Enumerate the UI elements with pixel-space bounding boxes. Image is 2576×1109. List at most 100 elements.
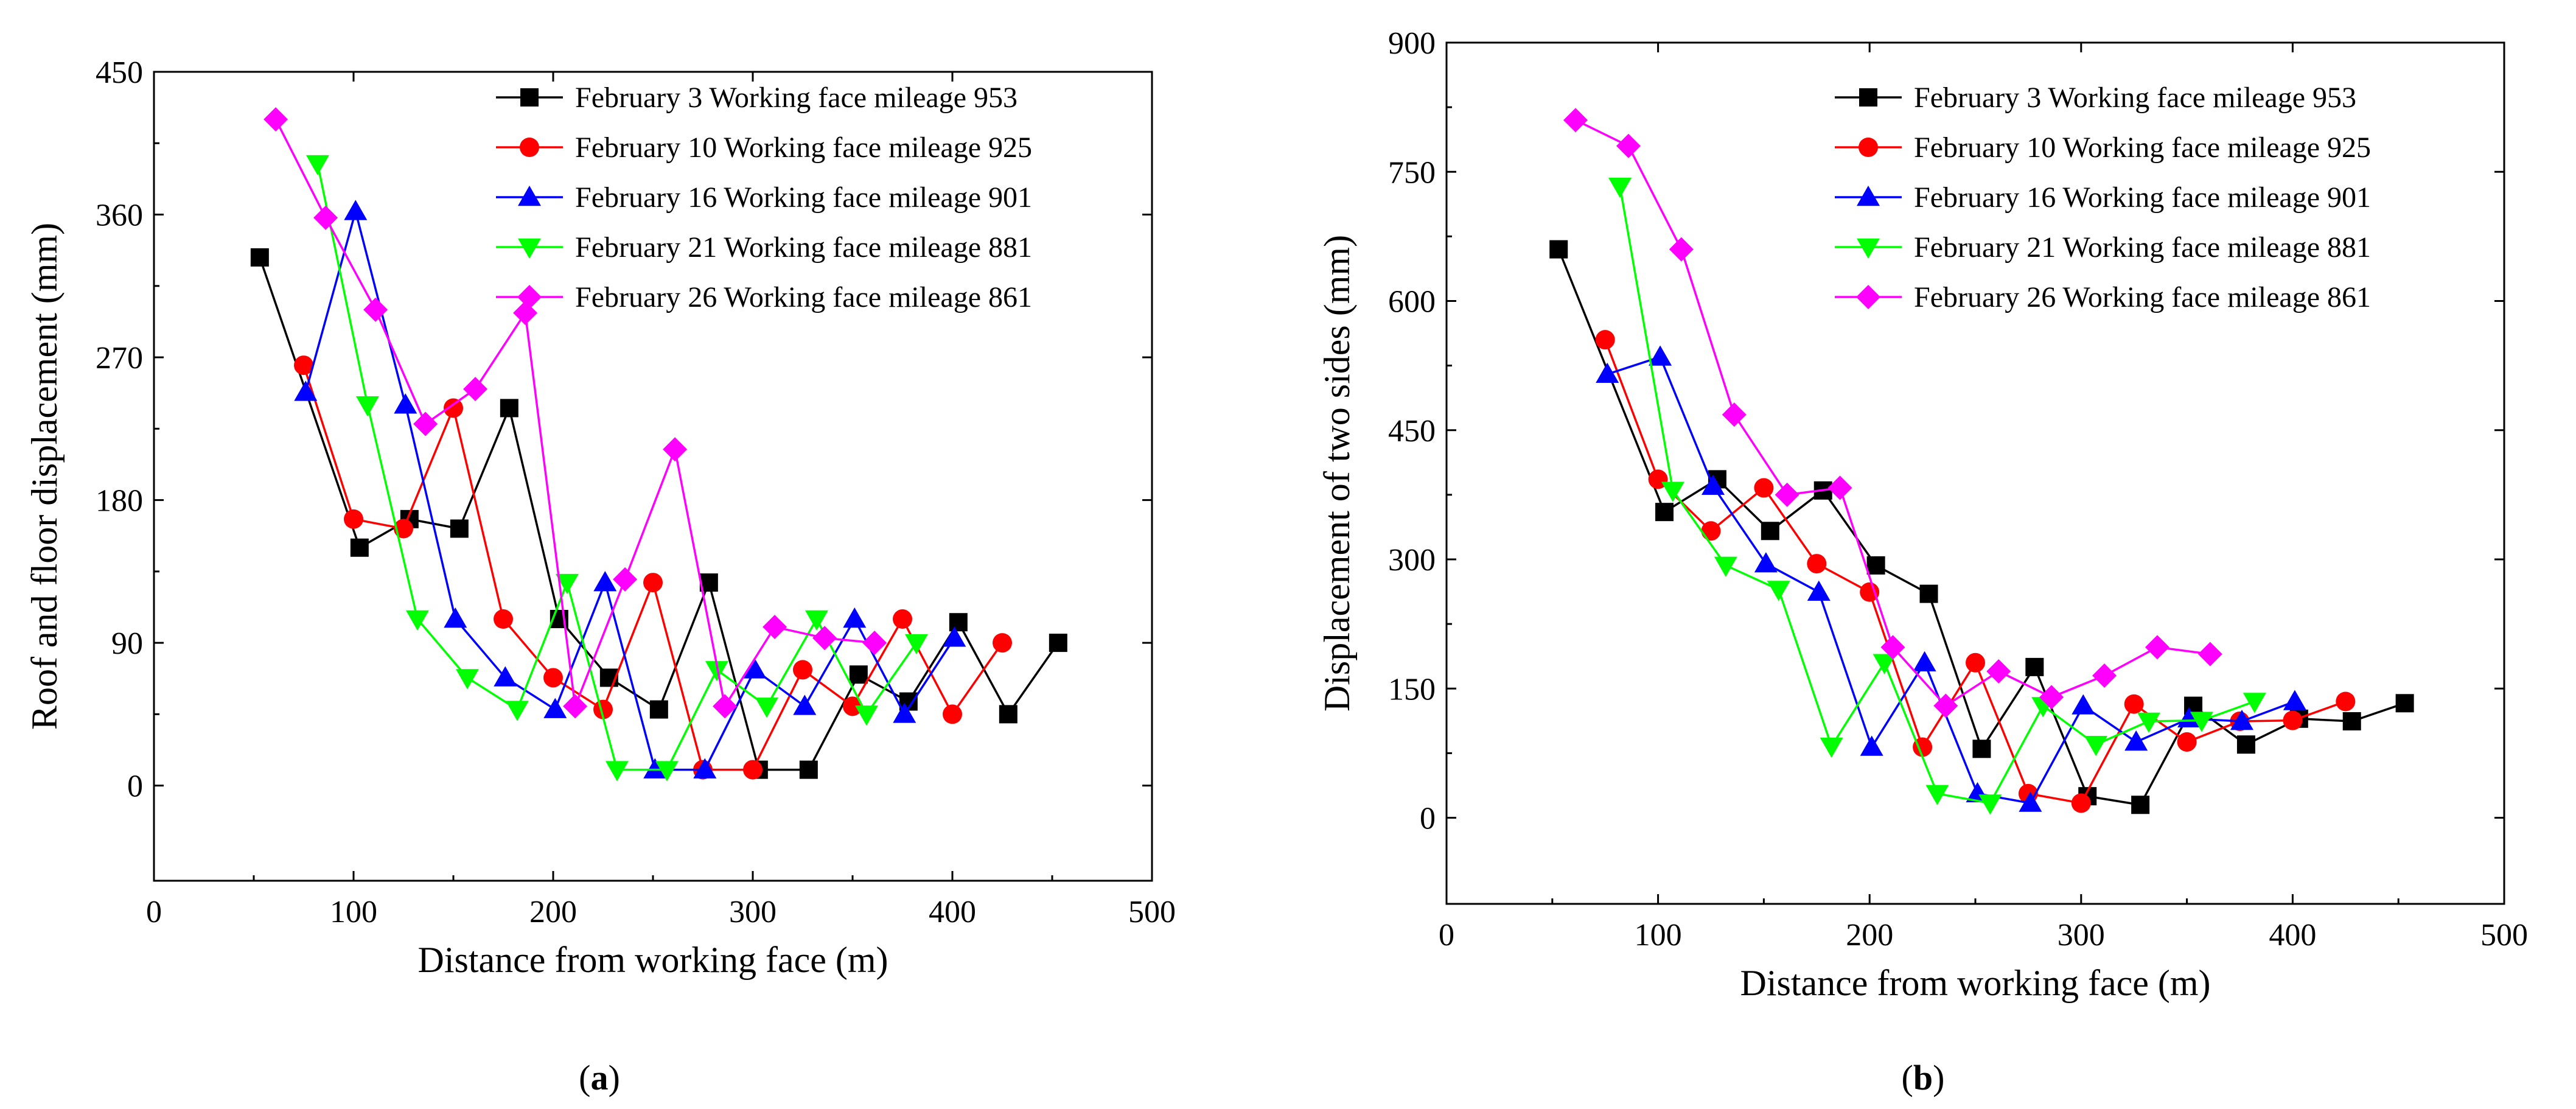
legend-marker <box>1857 186 1880 206</box>
x-tick-label: 200 <box>1846 918 1893 953</box>
data-point <box>2145 635 2169 660</box>
data-point <box>1722 402 1747 427</box>
data-point <box>1775 482 1799 507</box>
data-point <box>1966 652 1985 673</box>
series-5 <box>1563 108 2222 718</box>
data-point <box>2230 710 2253 730</box>
data-point <box>854 705 878 726</box>
y-tick-label: 750 <box>1388 155 1436 190</box>
data-point <box>2131 796 2150 814</box>
series-1 <box>250 248 1067 779</box>
data-point <box>2243 693 2266 713</box>
data-point <box>649 700 668 719</box>
y-tick-label: 270 <box>96 341 143 376</box>
data-point <box>1754 552 1778 573</box>
data-point <box>805 610 828 631</box>
data-point <box>1608 178 1632 198</box>
data-point <box>450 519 469 538</box>
data-point <box>2190 712 2213 732</box>
data-point <box>350 538 369 557</box>
data-point <box>1913 651 1936 672</box>
x-tick-label: 0 <box>1439 918 1454 953</box>
series-2 <box>294 355 1012 780</box>
data-point <box>1873 654 1896 674</box>
data-point <box>2283 710 2303 730</box>
data-point <box>394 519 413 539</box>
y-tick-label: 0 <box>1420 802 1436 836</box>
data-point <box>2177 707 2201 728</box>
y-tick-label: 360 <box>96 198 143 233</box>
legend-marker <box>1859 138 1878 157</box>
data-point <box>455 669 479 690</box>
data-point <box>355 396 379 417</box>
data-point <box>2336 691 2356 712</box>
x-tick-label: 300 <box>729 895 777 929</box>
data-point <box>1595 330 1615 350</box>
data-point <box>655 761 679 782</box>
legend-entry: February 21 Working face mileage 881 <box>575 231 1032 264</box>
legend-entry: February 3 Working face mileage 953 <box>575 82 1017 114</box>
data-point <box>2283 690 2306 710</box>
data-point <box>1563 108 1588 133</box>
y-axis-title: Displacement of two sides (mm) <box>1317 235 1357 712</box>
x-tick-label: 400 <box>929 895 976 929</box>
data-point <box>663 437 688 462</box>
data-point <box>643 758 667 778</box>
data-point <box>1049 634 1067 652</box>
data-point <box>999 705 1017 724</box>
data-point <box>1661 481 1684 502</box>
data-point <box>793 694 817 715</box>
data-point <box>1754 478 1774 498</box>
series-4 <box>1608 178 2266 815</box>
legend-entry: February 26 Working face mileage 861 <box>575 281 1032 313</box>
data-point <box>2124 694 2144 714</box>
data-point <box>2072 694 2095 715</box>
data-point <box>613 567 638 592</box>
x-tick-label: 400 <box>2269 918 2316 953</box>
data-point <box>543 668 563 688</box>
y-tick-label: 900 <box>1388 26 1436 61</box>
legend-entry: February 16 Working face mileage 901 <box>575 181 1032 214</box>
x-tick-label: 100 <box>1635 918 1682 953</box>
data-point <box>943 704 962 724</box>
data-point <box>1549 240 1568 259</box>
data-point <box>1701 474 1725 495</box>
data-point <box>463 377 488 402</box>
data-point <box>1978 794 2002 815</box>
legend-marker <box>518 186 541 206</box>
data-point <box>494 666 517 687</box>
legend-entry: February 16 Working face mileage 901 <box>1914 181 2371 214</box>
data-point <box>444 398 463 418</box>
data-point <box>1649 345 1672 366</box>
data-point <box>1807 554 1827 574</box>
panel-label: (b) <box>1902 1058 1945 1097</box>
data-point <box>2019 791 2042 812</box>
data-point <box>1860 735 1883 756</box>
data-point <box>1986 659 2011 684</box>
data-point <box>1919 584 1938 603</box>
legend-marker <box>520 88 539 107</box>
data-point <box>405 610 429 631</box>
data-point <box>2084 735 2108 757</box>
data-point <box>543 698 567 718</box>
series-1 <box>1549 240 2414 814</box>
data-point <box>793 660 812 680</box>
legend-marker <box>518 238 541 259</box>
data-point <box>904 634 928 655</box>
data-point <box>743 760 763 780</box>
panel-a: 0 100 200 300 400 500 0 90 180 270 360 450 Distance … <box>24 55 1176 1097</box>
data-point <box>2137 712 2161 733</box>
data-point <box>943 626 966 647</box>
y-tick-label: 450 <box>96 55 143 90</box>
x-axis-title: Distance from working face (m) <box>1740 963 2210 1003</box>
data-point <box>1616 133 1641 158</box>
series-line <box>1604 339 2346 805</box>
legend-entry: February 26 Working face mileage 861 <box>1914 281 2371 313</box>
data-point <box>1880 635 1905 660</box>
x-tick-label: 500 <box>2480 918 2528 953</box>
x-tick-label: 100 <box>330 895 377 929</box>
data-point <box>1701 521 1721 541</box>
data-point <box>1761 522 1779 541</box>
data-point <box>413 411 438 436</box>
legend-marker <box>1856 285 1880 309</box>
